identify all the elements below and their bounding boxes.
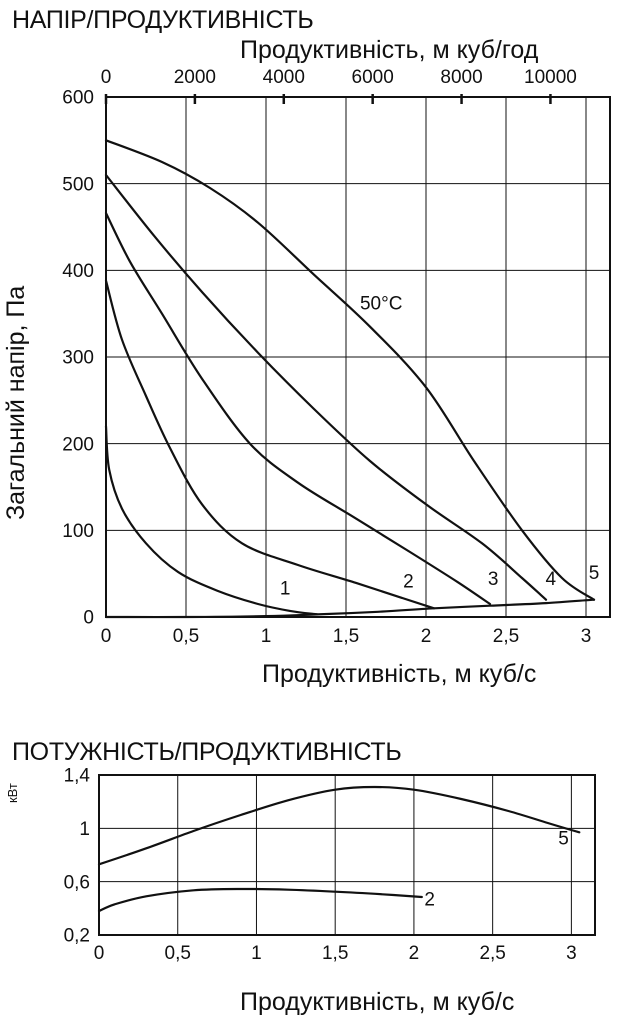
chart1-y-tick-label: 400 bbox=[62, 261, 94, 282]
chart2-y-tick-label: 0,2 bbox=[64, 926, 90, 947]
chart1-series-label-2: 2 bbox=[403, 572, 414, 593]
chart1-x-tick-label: 2,5 bbox=[493, 626, 519, 647]
chart1-series-4-line bbox=[104, 173, 548, 601]
chart1-x-tick-label: 2 bbox=[421, 626, 432, 647]
chart1-x2-tick-label: 10000 bbox=[524, 67, 577, 88]
chart1-x2-tick-label: 0 bbox=[101, 67, 112, 88]
chart2-y-tick-label: 1 bbox=[79, 819, 90, 840]
chart1-y-tick-label: 600 bbox=[62, 88, 94, 109]
chart1-x-tick-label: 1 bbox=[261, 626, 272, 647]
chart1-plot-frame bbox=[105, 96, 611, 618]
chart1-x-axis-label: Продуктивність, м куб/с bbox=[262, 660, 537, 688]
chart2-x-axis-label: Продуктивність, м куб/с bbox=[240, 988, 515, 1016]
chart1-y-tick-label: 100 bbox=[62, 521, 94, 542]
chart2-x-tick-label: 0 bbox=[94, 943, 105, 964]
chart1-x-tick-label: 0,5 bbox=[173, 626, 199, 647]
chart1-y-tick-label: 200 bbox=[62, 434, 94, 455]
chart1-x2-tick-label: 2000 bbox=[174, 67, 216, 88]
chart1-series-label-1: 1 bbox=[280, 578, 291, 599]
chart2-series-2-line bbox=[97, 887, 423, 913]
chart1-y-tick-label: 0 bbox=[83, 608, 94, 629]
chart1-x2-tick-label: 6000 bbox=[352, 67, 394, 88]
chart2-x-tick-label: 2,5 bbox=[479, 943, 505, 964]
chart2-title: ПОТУЖНІСТЬ/ПРОДУКТИВНІСТЬ bbox=[12, 738, 402, 766]
chart1-series-1-line bbox=[104, 425, 319, 616]
chart2-x-tick-label: 0,5 bbox=[165, 943, 191, 964]
chart1-series-2-line bbox=[104, 279, 436, 610]
chart1-series-base-line bbox=[104, 598, 596, 619]
chart1-series-label-3: 3 bbox=[488, 569, 499, 590]
chart1-x-tick-label: 3 bbox=[581, 626, 592, 647]
chart1-x-tick-label: 0 bbox=[101, 626, 112, 647]
chart2-x-tick-label: 2 bbox=[409, 943, 420, 964]
chart2-series-label-2: 2 bbox=[424, 890, 435, 911]
chart2-x-tick-label: 3 bbox=[566, 943, 577, 964]
chart1-y-tick-label: 300 bbox=[62, 348, 94, 369]
chart1-x2-tick-label: 4000 bbox=[263, 67, 305, 88]
chart1-annotation: 50°C bbox=[360, 293, 402, 314]
chart1-x2-axis-label: Продуктивність, м куб/год bbox=[240, 36, 539, 64]
chart1-series-3-line bbox=[104, 212, 492, 606]
chart1-title: НАПІР/ПРОДУКТИВНІСТЬ bbox=[12, 6, 314, 34]
chart1-series-5-line bbox=[104, 139, 596, 601]
chart1-x2-tick-label: 8000 bbox=[440, 67, 482, 88]
chart2-plot-frame bbox=[98, 774, 596, 936]
chart2-y-tick-label: 1,4 bbox=[64, 766, 91, 787]
chart2-series-5-line bbox=[97, 785, 581, 866]
chart1-y-tick-label: 500 bbox=[62, 174, 94, 195]
chart2-y-tick-label: 0,6 bbox=[64, 872, 90, 893]
chart2-series-label-5: 5 bbox=[558, 828, 569, 849]
chart1-series-label-4: 4 bbox=[546, 569, 557, 590]
chart2-x-tick-label: 1,5 bbox=[322, 943, 348, 964]
chart1-x-tick-label: 1,5 bbox=[333, 626, 359, 647]
chart1-series-label-5: 5 bbox=[589, 563, 600, 584]
chart2-x-tick-label: 1 bbox=[251, 943, 262, 964]
